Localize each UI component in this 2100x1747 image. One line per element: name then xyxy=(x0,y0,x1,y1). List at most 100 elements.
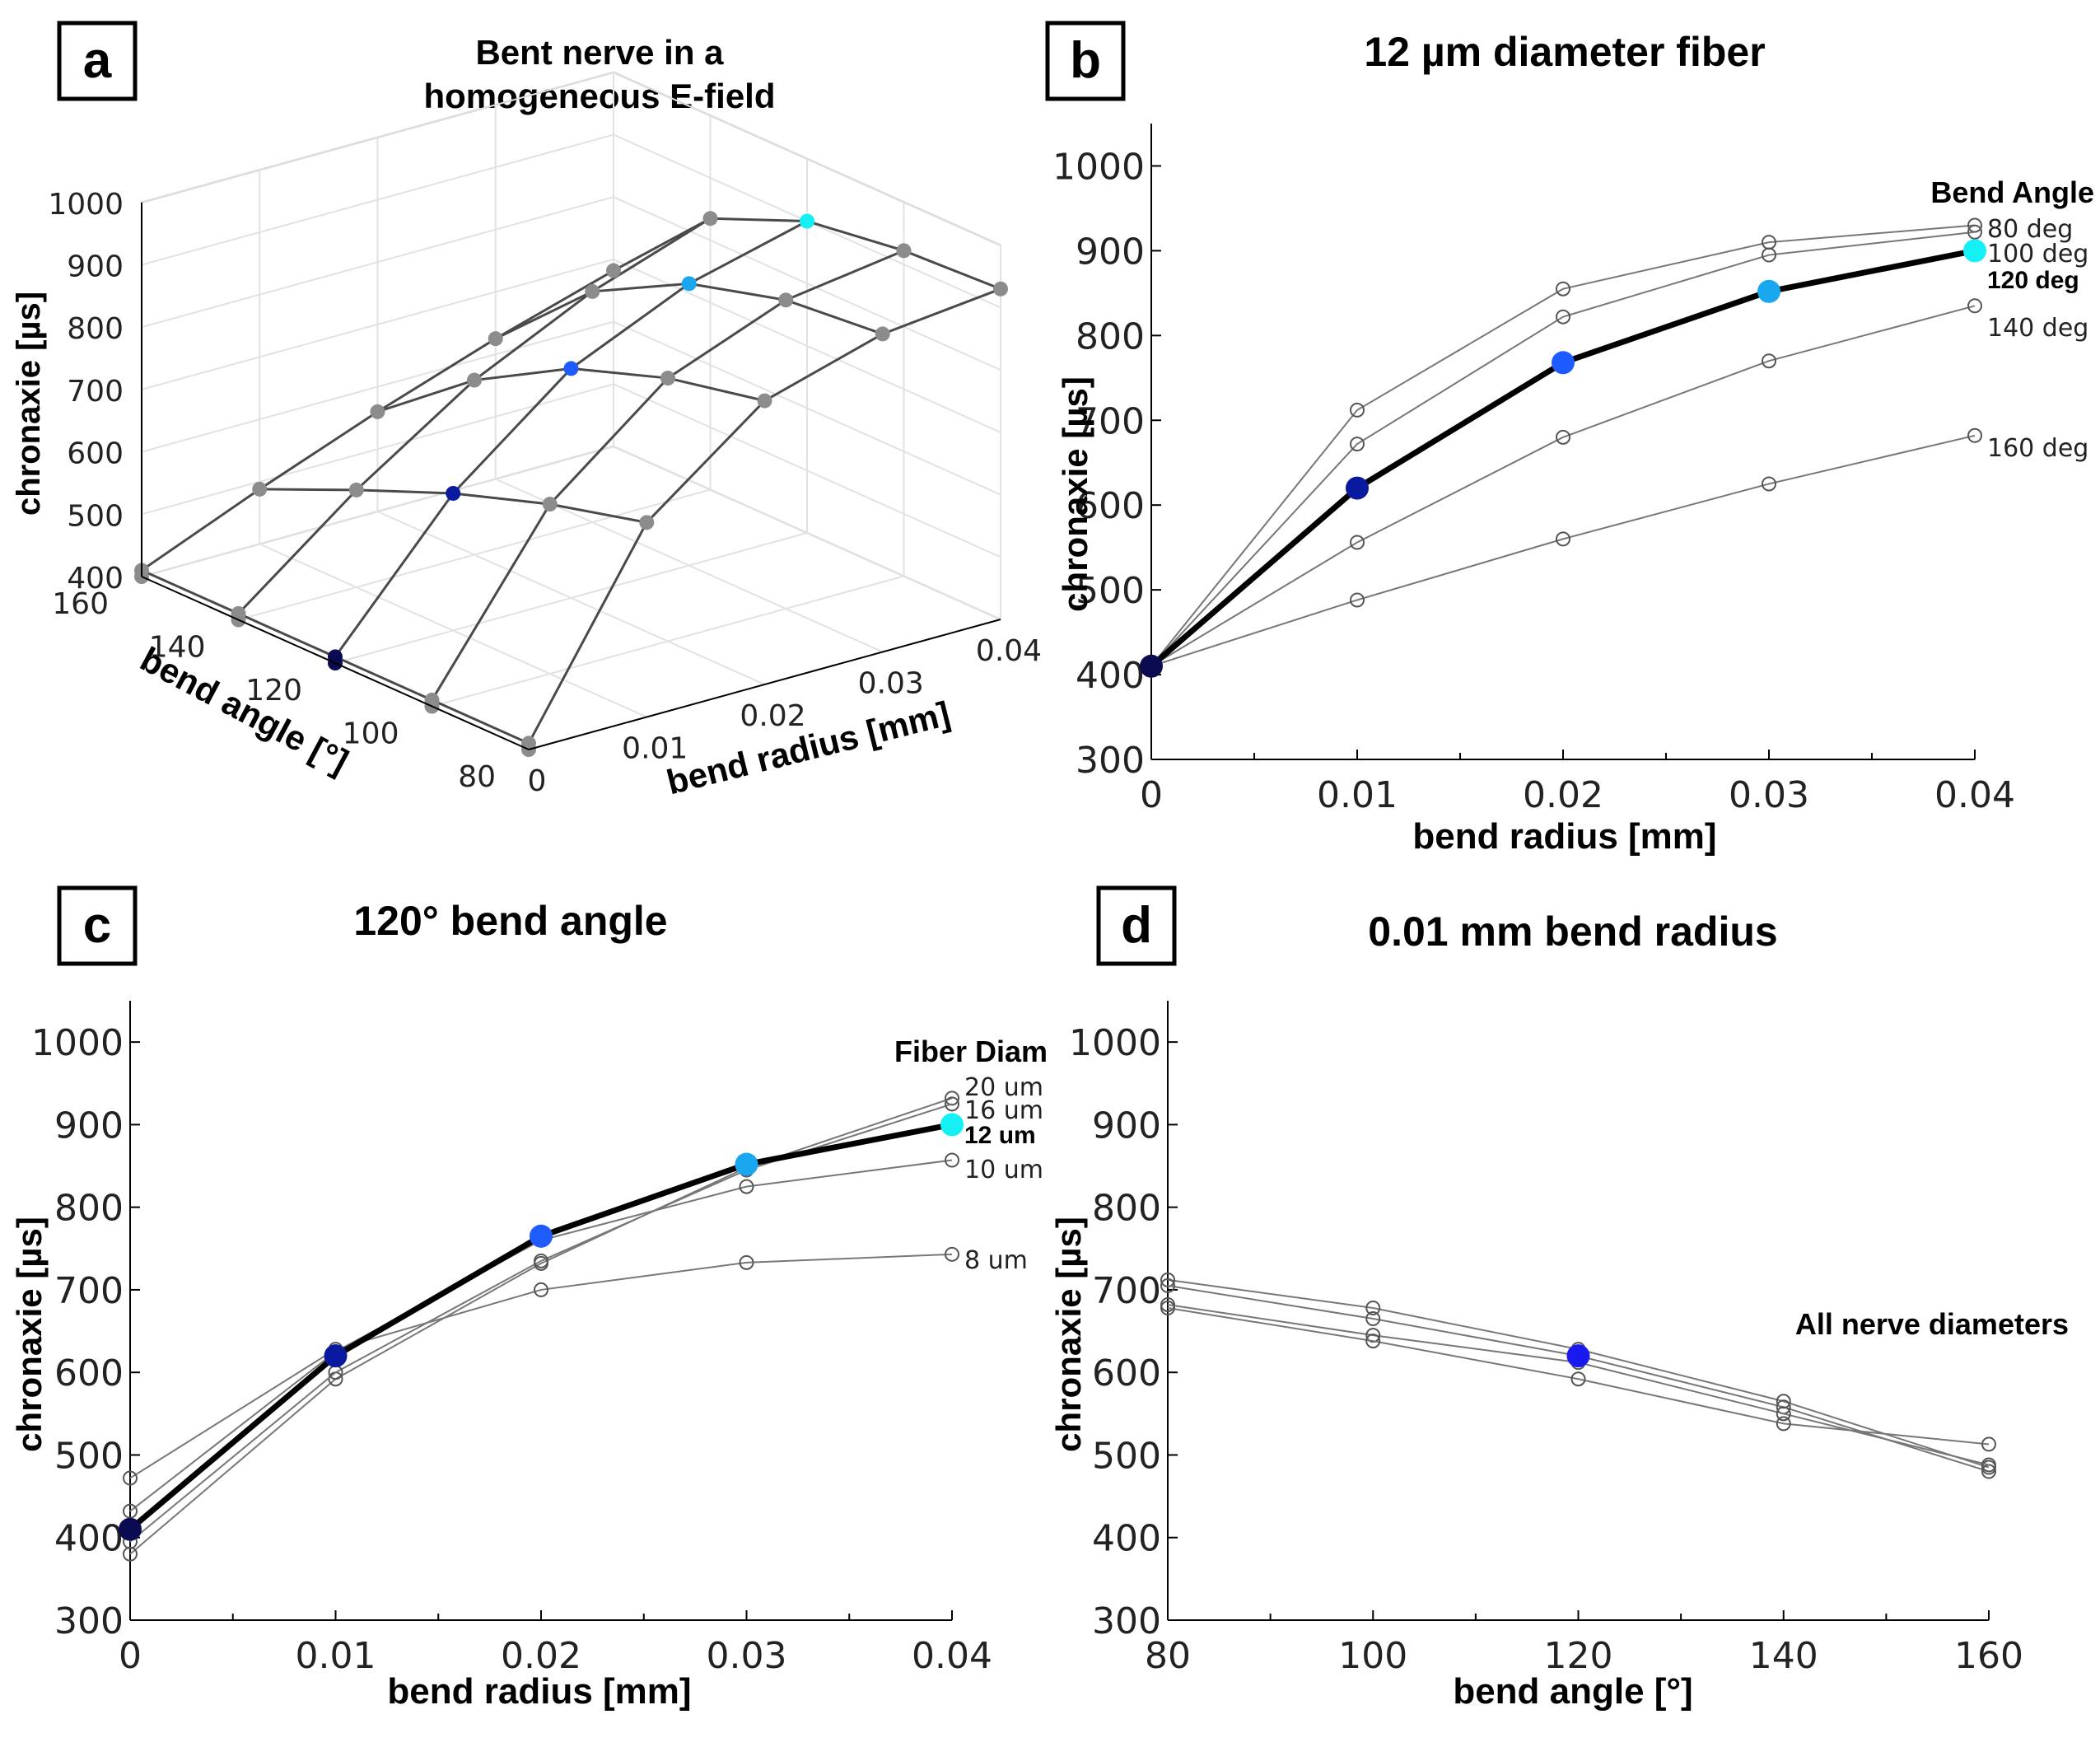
data-point-highlight xyxy=(530,1224,553,1248)
series-label: 80 deg xyxy=(1987,215,2073,244)
panel-a-grid xyxy=(141,71,1001,750)
x-tick-label: 0.02 xyxy=(1523,774,1603,816)
data-point xyxy=(1556,429,1570,445)
surface-point xyxy=(585,283,600,299)
data-point xyxy=(1350,402,1365,418)
x-tick-label: 0.01 xyxy=(1317,774,1398,816)
x-tick-label: 0 xyxy=(528,764,547,798)
surface-point xyxy=(252,481,268,497)
y-tick-label: 1000 xyxy=(31,1022,124,1064)
x-tick-label: 0.01 xyxy=(622,732,688,766)
panel-c: c 120° bend angle 0 0.01 0.02 0.03 0.04 300 40… xyxy=(10,885,1048,1712)
data-point xyxy=(1762,247,1776,263)
surface-point xyxy=(467,372,482,388)
surface-line xyxy=(527,287,1001,745)
panel-letter-box-d xyxy=(1096,885,1177,966)
y-tick-label: 1000 xyxy=(1052,146,1145,188)
series-line xyxy=(1150,434,1976,667)
x-tick-label: 0.02 xyxy=(740,699,805,733)
data-point xyxy=(123,1503,138,1519)
series-label: 160 deg xyxy=(1987,434,2088,463)
panel-d-annotation: All nerve diameters xyxy=(1795,1307,2069,1341)
z-tick-label: 900 xyxy=(67,250,124,284)
data-point-highlight xyxy=(119,1517,142,1541)
panel-b-title: 12 µm diameter fiber xyxy=(1364,29,1765,75)
y-tick-label: 160 xyxy=(52,587,109,621)
y-tick-label: 700 xyxy=(1076,400,1145,442)
data-point xyxy=(1365,1311,1381,1327)
panel-c-plot: 0 0.01 0.02 0.03 0.04 300 400 500 600 700 800 900 10… xyxy=(31,1001,1043,1677)
data-point xyxy=(945,1152,959,1168)
surface-point xyxy=(896,243,912,259)
data-point xyxy=(1762,353,1776,369)
data-point xyxy=(1967,217,1982,233)
grid-line xyxy=(141,196,1001,371)
y-tick-label: 900 xyxy=(54,1105,124,1147)
surface-point-highlight xyxy=(800,213,814,229)
series-label: 140 deg xyxy=(1987,314,2088,343)
x-tick-label: 0 xyxy=(119,1635,142,1677)
data-point xyxy=(1967,427,1982,443)
data-point-highlight xyxy=(940,1113,964,1137)
z-tick-label: 700 xyxy=(67,375,124,409)
series-line xyxy=(1150,305,1976,667)
data-point xyxy=(1350,592,1365,608)
x-tick-label: 0.01 xyxy=(296,1635,376,1677)
panel-a-x-axis-label: bend radius [mm] xyxy=(663,694,954,802)
x-tick-label: 0.04 xyxy=(1934,774,2015,816)
series-line xyxy=(1167,1307,1990,1446)
panel-d: d 0.01 mm bend radius 80 100 120 140 160 300 4… xyxy=(1049,885,2069,1712)
y-tick-label: 500 xyxy=(54,1435,124,1477)
panel-a-axes-box xyxy=(141,71,1001,620)
surface-point xyxy=(348,482,364,497)
data-point-highlight xyxy=(1140,654,1163,678)
y-tick-label: 400 xyxy=(1076,655,1145,697)
data-point-highlight xyxy=(1552,351,1575,375)
surface-point xyxy=(660,371,675,386)
data-point xyxy=(123,1470,138,1486)
data-point-highlight xyxy=(1346,476,1369,500)
panel-letter-d: d xyxy=(1121,897,1152,954)
y-tick-label: 400 xyxy=(54,1518,124,1560)
surface-point-highlight xyxy=(563,361,579,376)
x-tick-label: 100 xyxy=(1338,1635,1407,1677)
y-tick-label: 140 xyxy=(149,631,206,665)
data-point xyxy=(1981,1457,1996,1473)
grid-line xyxy=(334,532,808,664)
grid-line xyxy=(141,133,1001,309)
y-tick-label: 600 xyxy=(1076,485,1145,527)
grid-line xyxy=(238,488,711,621)
series-label: 12 um xyxy=(964,1122,1036,1149)
surface-point xyxy=(778,292,794,308)
surface-point-highlight xyxy=(446,485,461,501)
surface-point xyxy=(488,331,503,347)
panel-b-x-axis-label: bend radius [mm] xyxy=(1412,816,1716,857)
y-tick-label: 800 xyxy=(54,1188,124,1230)
panel-b: b 12 µm diameter fiber 0 0.01 0.02 0.03 0.04… xyxy=(1045,21,2094,857)
axis-line xyxy=(528,619,1001,750)
data-point-highlight xyxy=(1963,239,1986,263)
panel-c-x-axis-label: bend radius [mm] xyxy=(387,1671,691,1712)
panel-c-legend-title: Fiber Diam xyxy=(894,1035,1048,1068)
data-point-highlight xyxy=(324,1344,348,1368)
x-tick-label: 0.04 xyxy=(976,634,1042,668)
data-point xyxy=(1570,1371,1586,1387)
y-tick-label: 700 xyxy=(1092,1270,1161,1312)
y-tick-label: 1000 xyxy=(1069,1022,1161,1064)
y-tick-label: 80 xyxy=(458,760,496,794)
data-point-highlight xyxy=(1757,279,1780,303)
data-point xyxy=(1967,298,1982,314)
surface-point xyxy=(542,497,558,512)
data-point xyxy=(1350,535,1365,550)
grid-line xyxy=(141,258,1001,433)
data-point xyxy=(1556,281,1570,297)
y-tick-label: 300 xyxy=(1092,1600,1161,1642)
panel-letter-box-a xyxy=(57,21,138,101)
data-point xyxy=(1981,1464,1996,1479)
y-tick-label: 900 xyxy=(1076,231,1145,273)
grid-line xyxy=(141,445,1001,620)
x-tick-label: 0.02 xyxy=(501,1635,581,1677)
panel-b-y-axis-label: chronaxie [µs] xyxy=(1056,376,1094,612)
panel-c-title: 120° bend angle xyxy=(353,898,667,944)
